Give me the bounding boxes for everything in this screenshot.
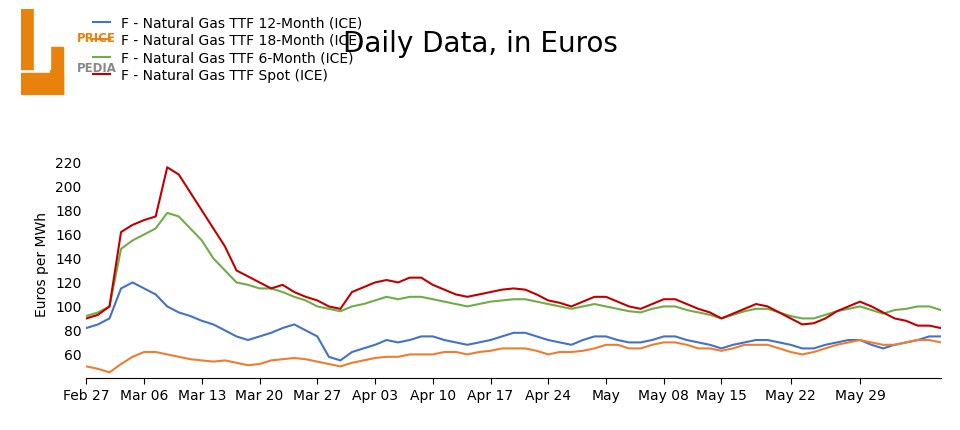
Text: PEDIA: PEDIA [77,62,117,75]
F - Natural Gas TTF 12-Month (ICE) [161,304,173,309]
F - Natural Gas TTF Spot (ICE) [935,326,947,331]
F - Natural Gas TTF 18-Month (ICE) [104,370,115,375]
Line: F - Natural Gas TTF 6-Month (ICE): F - Natural Gas TTF 6-Month (ICE) [86,213,941,319]
F - Natural Gas TTF Spot (ICE) [774,310,785,315]
F - Natural Gas TTF 18-Month (ICE) [866,340,877,345]
F - Natural Gas TTF Spot (ICE) [150,214,161,219]
F - Natural Gas TTF 18-Month (ICE) [739,342,751,347]
F - Natural Gas TTF 6-Month (ICE) [81,313,92,319]
Legend: F - Natural Gas TTF 12-Month (ICE), F - Natural Gas TTF 18-Month (ICE), F - Natu: F - Natural Gas TTF 12-Month (ICE), F - … [93,16,363,83]
F - Natural Gas TTF 6-Month (ICE) [785,313,797,319]
F - Natural Gas TTF 12-Month (ICE) [935,334,947,339]
Line: F - Natural Gas TTF 18-Month (ICE): F - Natural Gas TTF 18-Month (ICE) [86,340,941,372]
F - Natural Gas TTF 18-Month (ICE) [161,352,173,357]
Line: F - Natural Gas TTF Spot (ICE): F - Natural Gas TTF Spot (ICE) [86,167,941,328]
F - Natural Gas TTF 12-Month (ICE) [751,338,762,343]
F - Natural Gas TTF 12-Month (ICE) [335,358,347,363]
F - Natural Gas TTF 12-Month (ICE) [127,280,138,285]
F - Natural Gas TTF 12-Month (ICE) [785,342,797,347]
F - Natural Gas TTF 6-Month (ICE) [935,307,947,313]
Y-axis label: Euros per MWh: Euros per MWh [36,212,50,317]
F - Natural Gas TTF 6-Month (ICE) [751,306,762,311]
Bar [35,9,50,69]
F - Natural Gas TTF 12-Month (ICE) [774,340,785,345]
Text: PRICE: PRICE [77,32,115,45]
F - Natural Gas TTF 12-Month (ICE) [808,346,820,351]
F - Natural Gas TTF Spot (ICE) [797,322,808,327]
F - Natural Gas TTF 6-Month (ICE) [774,310,785,315]
F - Natural Gas TTF 18-Month (ICE) [762,342,774,347]
Bar [21,9,35,69]
F - Natural Gas TTF Spot (ICE) [161,165,173,170]
Line: F - Natural Gas TTF 12-Month (ICE): F - Natural Gas TTF 12-Month (ICE) [86,283,941,360]
F - Natural Gas TTF 12-Month (ICE) [866,342,877,347]
F - Natural Gas TTF 18-Month (ICE) [797,352,808,357]
F - Natural Gas TTF 6-Month (ICE) [866,307,877,313]
Bar [50,47,63,95]
F - Natural Gas TTF 18-Month (ICE) [81,364,92,369]
F - Natural Gas TTF 6-Month (ICE) [150,226,161,231]
Bar [21,73,63,95]
F - Natural Gas TTF 18-Month (ICE) [935,340,947,345]
F - Natural Gas TTF 6-Month (ICE) [161,210,173,215]
F - Natural Gas TTF 6-Month (ICE) [808,316,820,321]
F - Natural Gas TTF 18-Month (ICE) [774,346,785,351]
F - Natural Gas TTF 18-Month (ICE) [854,338,866,343]
F - Natural Gas TTF Spot (ICE) [81,316,92,321]
F - Natural Gas TTF 12-Month (ICE) [81,326,92,331]
F - Natural Gas TTF Spot (ICE) [854,299,866,304]
F - Natural Gas TTF 6-Month (ICE) [715,316,727,321]
F - Natural Gas TTF Spot (ICE) [739,306,751,311]
F - Natural Gas TTF Spot (ICE) [762,304,774,309]
Text: Daily Data, in Euros: Daily Data, in Euros [343,30,617,58]
